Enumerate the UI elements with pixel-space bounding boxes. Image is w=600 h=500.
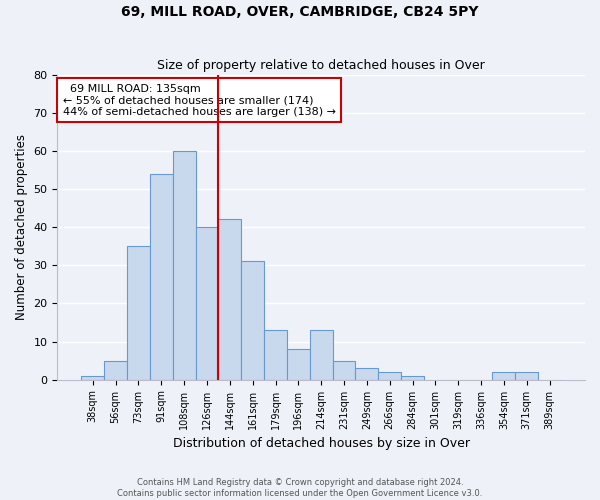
- Bar: [355, 368, 379, 380]
- Bar: [401, 376, 424, 380]
- X-axis label: Distribution of detached houses by size in Over: Distribution of detached houses by size …: [173, 437, 470, 450]
- Bar: [515, 372, 538, 380]
- Text: Contains HM Land Registry data © Crown copyright and database right 2024.
Contai: Contains HM Land Registry data © Crown c…: [118, 478, 482, 498]
- Title: Size of property relative to detached houses in Over: Size of property relative to detached ho…: [157, 59, 485, 72]
- Bar: [493, 372, 515, 380]
- Bar: [196, 227, 218, 380]
- Bar: [287, 349, 310, 380]
- Bar: [173, 151, 196, 380]
- Bar: [241, 262, 264, 380]
- Bar: [310, 330, 332, 380]
- Bar: [332, 360, 355, 380]
- Bar: [127, 246, 150, 380]
- Bar: [150, 174, 173, 380]
- Y-axis label: Number of detached properties: Number of detached properties: [15, 134, 28, 320]
- Text: 69 MILL ROAD: 135sqm
← 55% of detached houses are smaller (174)
44% of semi-deta: 69 MILL ROAD: 135sqm ← 55% of detached h…: [62, 84, 335, 117]
- Text: 69, MILL ROAD, OVER, CAMBRIDGE, CB24 5PY: 69, MILL ROAD, OVER, CAMBRIDGE, CB24 5PY: [121, 5, 479, 19]
- Bar: [379, 372, 401, 380]
- Bar: [104, 360, 127, 380]
- Bar: [264, 330, 287, 380]
- Bar: [82, 376, 104, 380]
- Bar: [218, 220, 241, 380]
